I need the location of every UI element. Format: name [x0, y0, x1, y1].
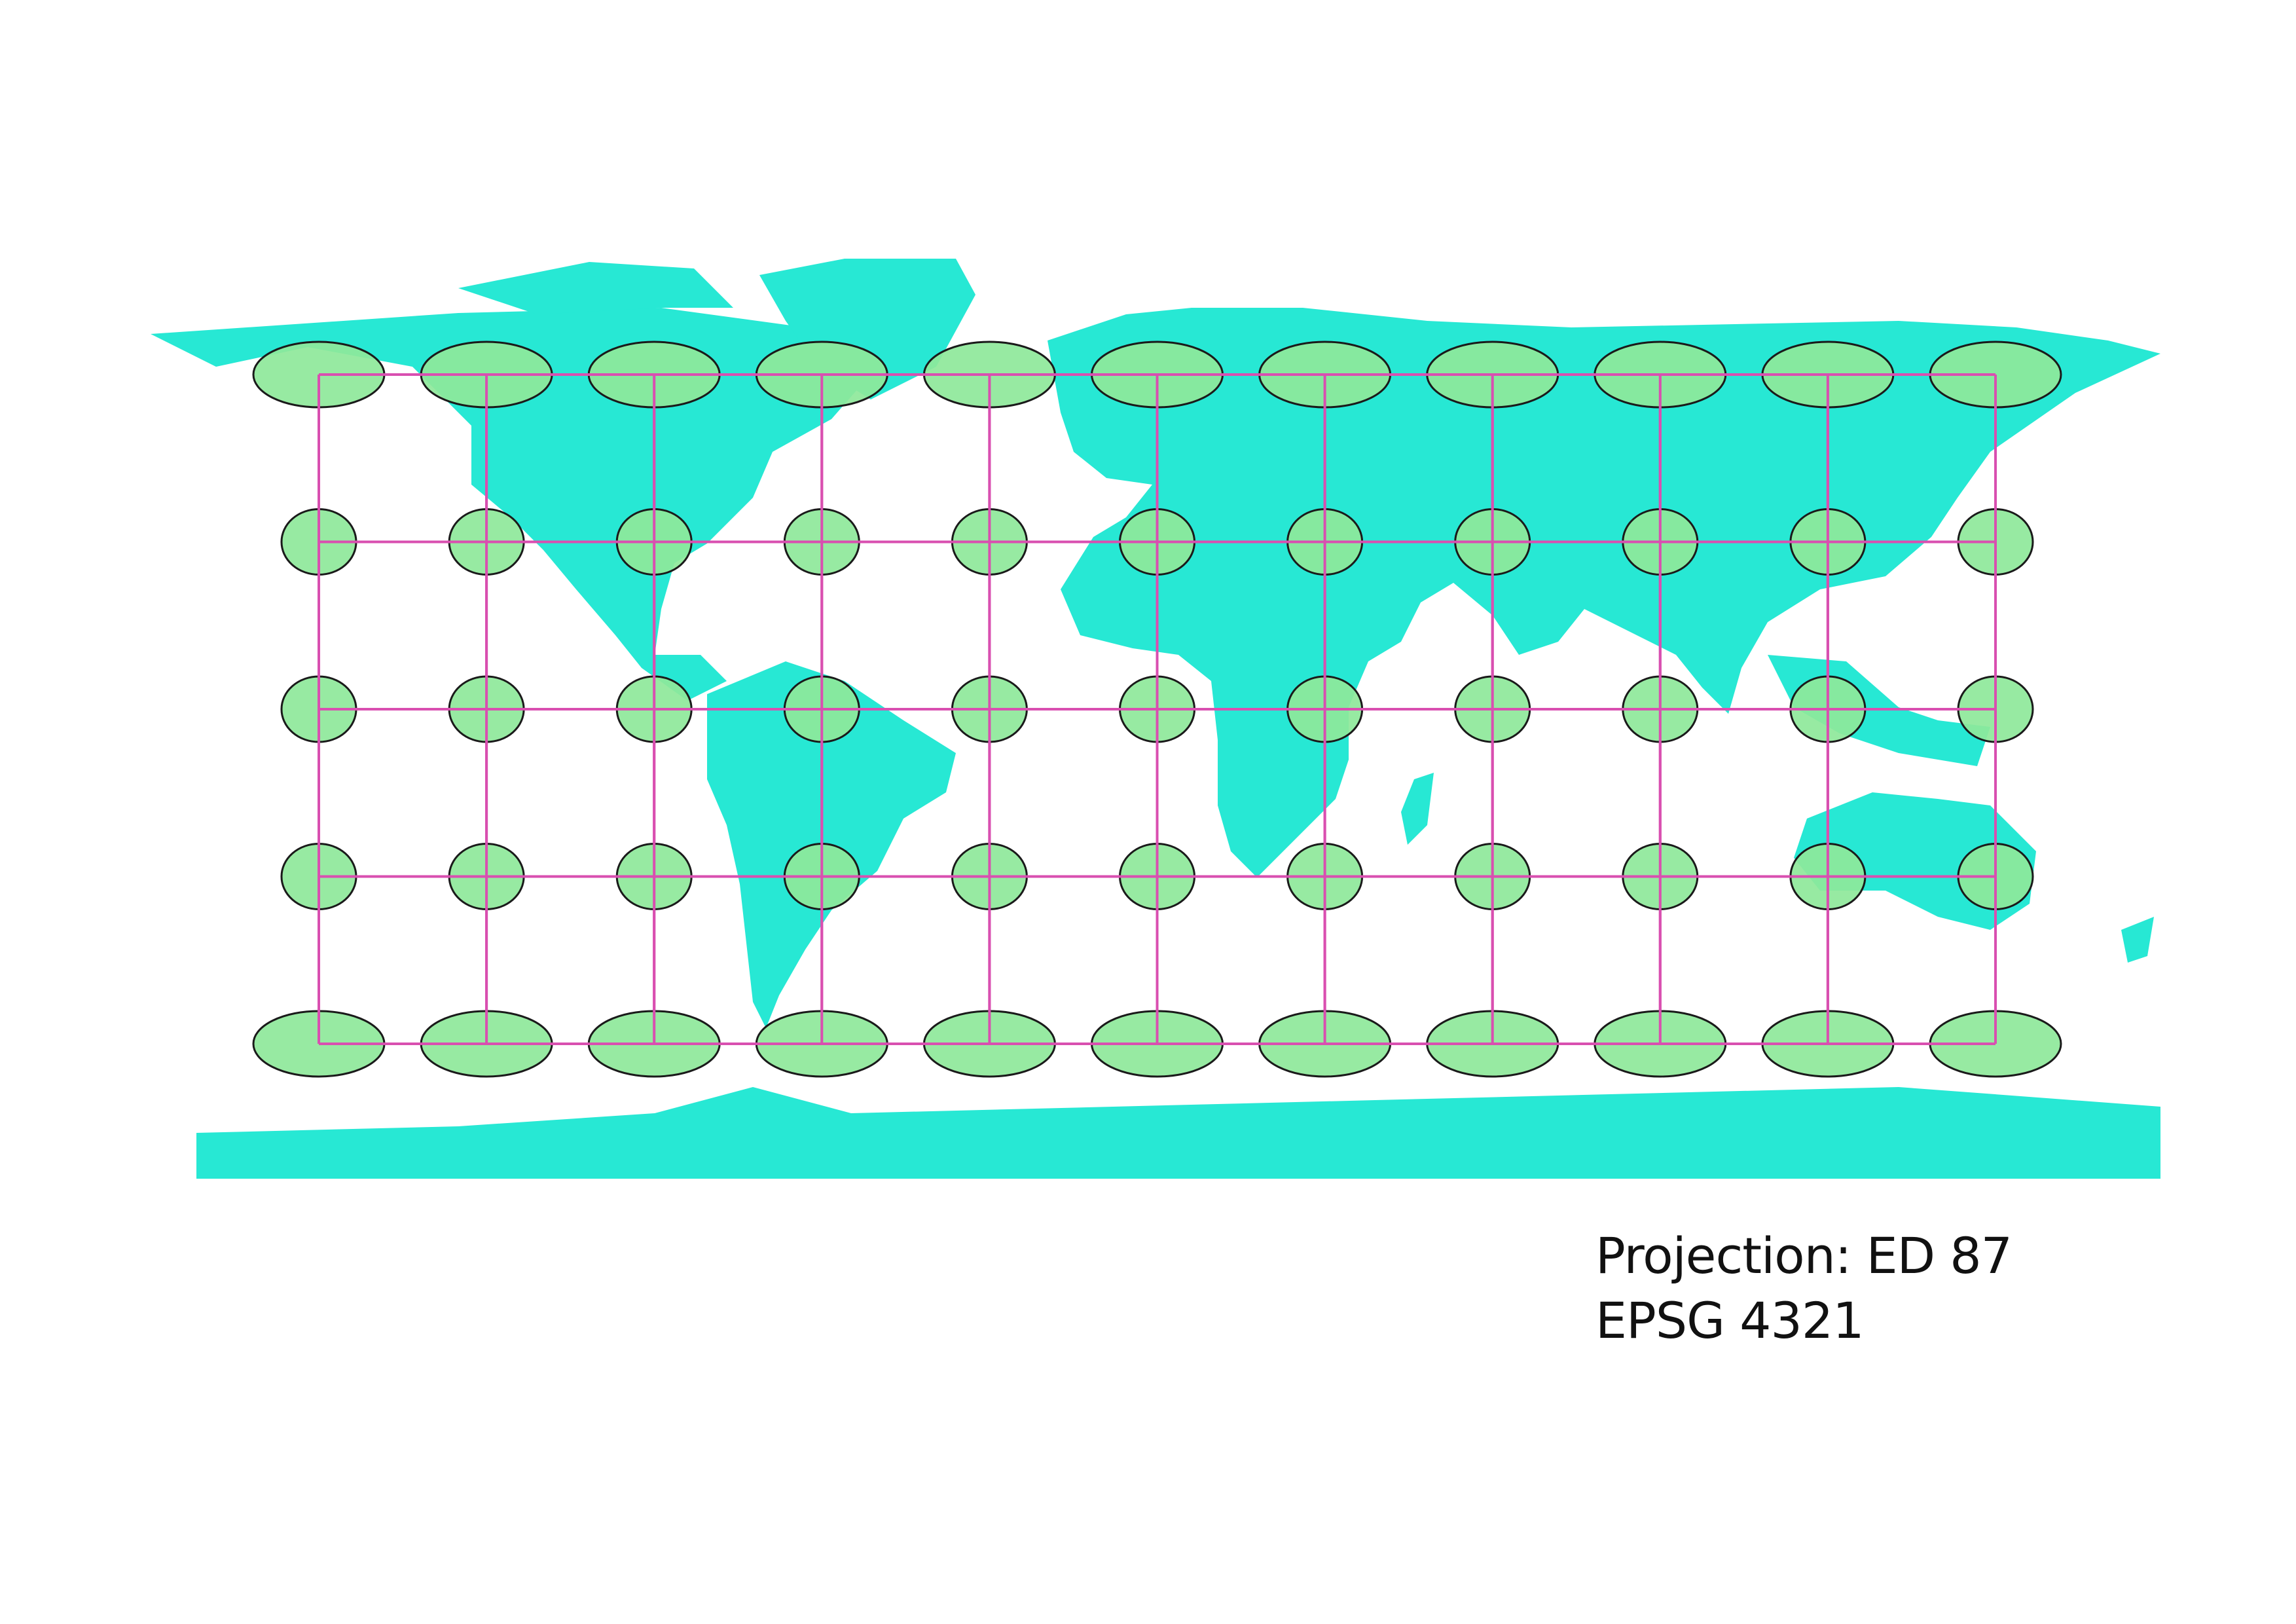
new-zealand-landmass	[2121, 917, 2154, 963]
antarctica-landmass	[196, 1087, 2160, 1179]
map-caption: Projection: ED 87 EPSG 4321	[1595, 1223, 2013, 1353]
canadian-arctic-islands	[458, 262, 733, 314]
projection-label: Projection: ED 87	[1595, 1227, 2013, 1285]
graticule-overlay	[318, 373, 1997, 1045]
north-america-landmass	[151, 308, 877, 701]
madagascar-landmass	[1401, 773, 1434, 845]
epsg-code-label: EPSG 4321	[1595, 1291, 1865, 1350]
greenland-landmass	[759, 259, 975, 399]
